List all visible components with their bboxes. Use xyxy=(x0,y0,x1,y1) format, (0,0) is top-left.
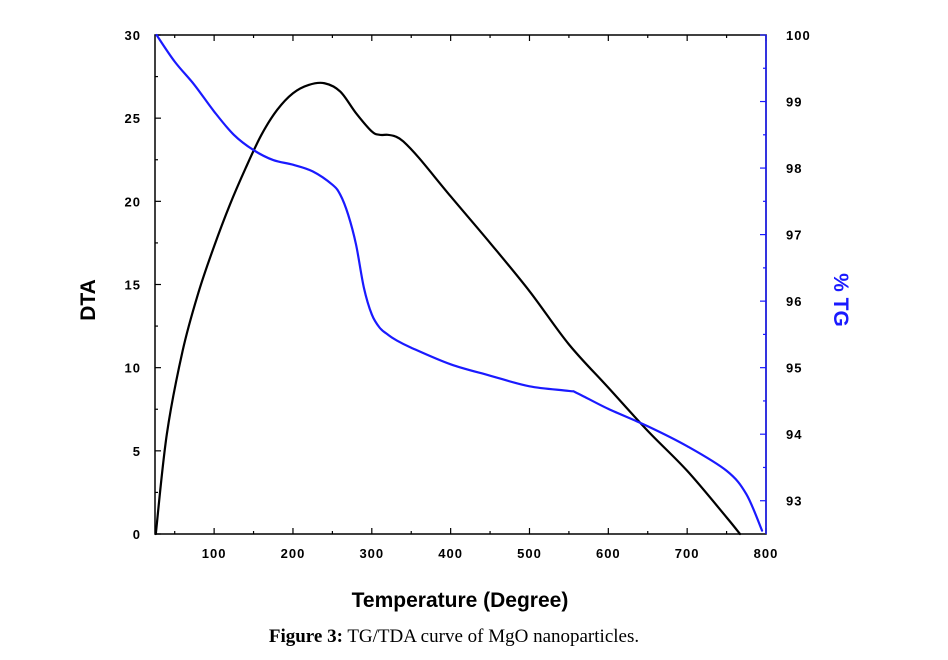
y-right-tick-label: 99 xyxy=(786,95,802,110)
x-axis-ticks: 100 200 300 400 500 600 700 800 xyxy=(174,35,779,561)
y-right-tick-label: 93 xyxy=(786,494,802,509)
x-tick-label: 300 xyxy=(359,546,384,561)
x-tick-label: 400 xyxy=(438,546,463,561)
tg-series-line xyxy=(155,33,764,532)
y-left-tick-label: 10 xyxy=(125,361,141,376)
y-right-tick-label: 94 xyxy=(786,427,802,442)
y-right-tick-label: 98 xyxy=(786,161,802,176)
y-left-tick-label: 30 xyxy=(125,28,141,43)
y-right-axis-title: % TG xyxy=(829,273,852,327)
y-left-axis-title: DTA xyxy=(77,279,100,321)
y-left-tick-label: 25 xyxy=(125,111,141,126)
caption-text: TG/TDA curve of MgO nanoparticles. xyxy=(343,626,639,647)
x-axis-title: Temperature (Degree) xyxy=(352,589,569,612)
figure-caption: Figure 3: TG/TDA curve of MgO nanopartic… xyxy=(269,626,639,647)
y-left-tick-label: 15 xyxy=(125,278,141,293)
y-left-axis-ticks: 0 5 10 15 20 25 30 xyxy=(125,28,161,542)
y-left-tick-label: 0 xyxy=(133,527,141,542)
dta-series-line xyxy=(154,81,742,536)
x-tick-label: 200 xyxy=(281,546,306,561)
x-tick-label: 700 xyxy=(675,546,700,561)
plot-frame xyxy=(154,34,767,535)
y-left-tick-label: 20 xyxy=(125,194,141,209)
y-right-tick-label: 96 xyxy=(786,294,802,309)
y-right-axis-ticks: 93 94 95 96 97 98 99 100 xyxy=(760,28,811,534)
y-right-tick-label: 97 xyxy=(786,228,802,243)
x-tick-label: 500 xyxy=(517,546,542,561)
x-tick-label: 600 xyxy=(596,546,621,561)
y-right-tick-label: 100 xyxy=(786,28,811,43)
x-tick-label: 100 xyxy=(202,546,227,561)
y-right-tick-label: 95 xyxy=(786,361,802,376)
caption-label: Figure 3: xyxy=(269,626,343,647)
y-left-tick-label: 5 xyxy=(133,444,141,459)
series-group xyxy=(154,33,764,536)
x-tick-label: 800 xyxy=(754,546,779,561)
